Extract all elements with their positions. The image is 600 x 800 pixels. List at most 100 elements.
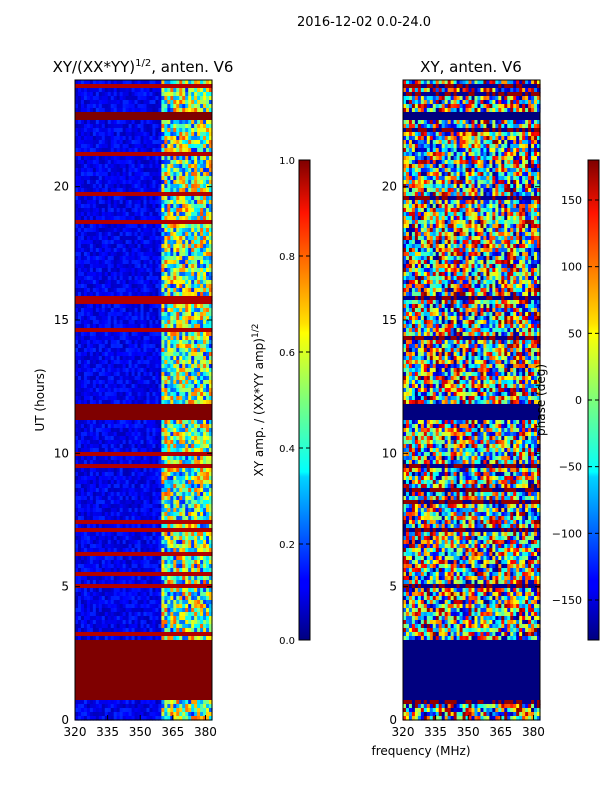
heatmap-cell bbox=[110, 168, 115, 173]
heatmap-cell bbox=[179, 132, 183, 137]
heatmap-cell bbox=[185, 216, 189, 221]
heatmap-cell bbox=[125, 220, 130, 225]
heatmap-cell bbox=[149, 84, 154, 89]
heatmap-cell bbox=[188, 132, 192, 137]
heatmap-cell bbox=[152, 104, 157, 109]
heatmap-cell bbox=[149, 260, 154, 265]
heatmap-cell bbox=[206, 128, 210, 133]
heatmap-cell bbox=[104, 252, 109, 257]
heatmap-cell bbox=[152, 156, 157, 161]
heatmap-cell bbox=[170, 216, 174, 221]
heatmap-cell bbox=[92, 96, 97, 101]
heatmap-cell bbox=[170, 80, 174, 85]
heatmap-cell bbox=[197, 280, 201, 285]
heatmap-cell bbox=[143, 188, 148, 193]
heatmap-cell bbox=[206, 224, 210, 229]
heatmap-cell bbox=[206, 104, 210, 109]
heatmap-cell bbox=[75, 176, 79, 181]
heatmap-cell bbox=[119, 220, 124, 225]
heatmap-cell bbox=[206, 136, 210, 141]
heatmap-cell bbox=[104, 288, 109, 293]
heatmap-cell bbox=[86, 236, 91, 241]
heatmap-cell bbox=[176, 248, 180, 253]
heatmap-cell bbox=[203, 296, 207, 301]
heatmap-cell bbox=[161, 280, 165, 285]
heatmap-cell bbox=[137, 260, 142, 265]
heatmap-cell bbox=[179, 284, 183, 289]
heatmap-cell bbox=[176, 304, 180, 309]
heatmap-cell bbox=[83, 260, 88, 265]
heatmap-cell bbox=[119, 224, 124, 229]
heatmap-cell bbox=[128, 300, 133, 305]
heatmap-cell bbox=[206, 260, 210, 265]
heatmap-cell bbox=[101, 248, 106, 253]
heatmap-cell bbox=[77, 232, 82, 237]
heatmap-cell bbox=[113, 200, 118, 205]
heatmap-cell bbox=[107, 264, 112, 269]
heatmap-cell bbox=[98, 144, 103, 149]
heatmap-cell bbox=[179, 92, 183, 97]
heatmap-cell bbox=[176, 132, 180, 137]
heatmap-cell bbox=[170, 244, 174, 249]
heatmap-cell bbox=[122, 104, 127, 109]
heatmap-cell bbox=[164, 288, 168, 293]
heatmap-cell bbox=[113, 308, 118, 313]
heatmap-cell bbox=[119, 172, 124, 177]
heatmap-cell bbox=[155, 216, 159, 221]
heatmap-cell bbox=[128, 256, 133, 261]
heatmap-cell bbox=[137, 300, 142, 305]
heatmap-cell bbox=[98, 164, 103, 169]
heatmap-cell bbox=[176, 280, 180, 285]
heatmap-cell bbox=[206, 236, 210, 241]
heatmap-cell bbox=[122, 188, 127, 193]
heatmap-cell bbox=[203, 124, 207, 129]
heatmap-cell bbox=[98, 216, 103, 221]
heatmap-cell bbox=[203, 288, 207, 293]
heatmap-cell bbox=[161, 84, 165, 89]
heatmap-cell bbox=[125, 236, 130, 241]
heatmap-cell bbox=[107, 252, 112, 257]
heatmap-cell bbox=[110, 144, 115, 149]
heatmap-cell bbox=[158, 288, 162, 293]
heatmap-cell bbox=[200, 300, 204, 305]
heatmap-cell bbox=[92, 172, 97, 177]
heatmap-cell bbox=[182, 84, 186, 89]
heatmap-cell bbox=[134, 120, 139, 125]
heatmap-cell bbox=[95, 168, 100, 173]
heatmap-cell bbox=[101, 124, 106, 129]
heatmap-cell bbox=[209, 124, 213, 129]
heatmap-cell bbox=[110, 224, 115, 229]
heatmap-cell bbox=[146, 196, 151, 201]
heatmap-cell bbox=[200, 104, 204, 109]
heatmap-cell bbox=[161, 248, 165, 253]
heatmap-cell bbox=[155, 172, 159, 177]
heatmap-cell bbox=[167, 304, 171, 309]
heatmap-cell bbox=[83, 200, 88, 205]
heatmap-cell bbox=[170, 296, 174, 301]
heatmap-cell bbox=[131, 108, 136, 113]
heatmap-cell bbox=[194, 192, 198, 197]
heatmap-cell bbox=[194, 100, 198, 105]
heatmap-cell bbox=[125, 292, 130, 297]
heatmap-cell bbox=[83, 124, 88, 129]
heatmap-cell bbox=[98, 160, 103, 165]
heatmap-cell bbox=[119, 216, 124, 221]
heatmap-cell bbox=[155, 180, 159, 185]
heatmap-cell bbox=[140, 228, 145, 233]
heatmap-cell bbox=[143, 220, 148, 225]
heatmap-cell bbox=[89, 316, 94, 321]
heatmap-cell bbox=[119, 128, 124, 133]
heatmap-cell bbox=[104, 256, 109, 261]
heatmap-cell bbox=[155, 188, 159, 193]
heatmap-cell bbox=[167, 296, 171, 301]
heatmap-cell bbox=[83, 304, 88, 309]
heatmap-cell bbox=[209, 188, 213, 193]
heatmap-cell bbox=[155, 224, 159, 229]
heatmap-cell bbox=[206, 80, 210, 85]
heatmap-cell bbox=[113, 80, 118, 85]
heatmap-cell bbox=[191, 172, 195, 177]
heatmap-cell bbox=[188, 188, 192, 193]
heatmap-cell bbox=[176, 296, 180, 301]
heatmap-cell bbox=[128, 184, 133, 189]
heatmap-cell bbox=[173, 308, 177, 313]
